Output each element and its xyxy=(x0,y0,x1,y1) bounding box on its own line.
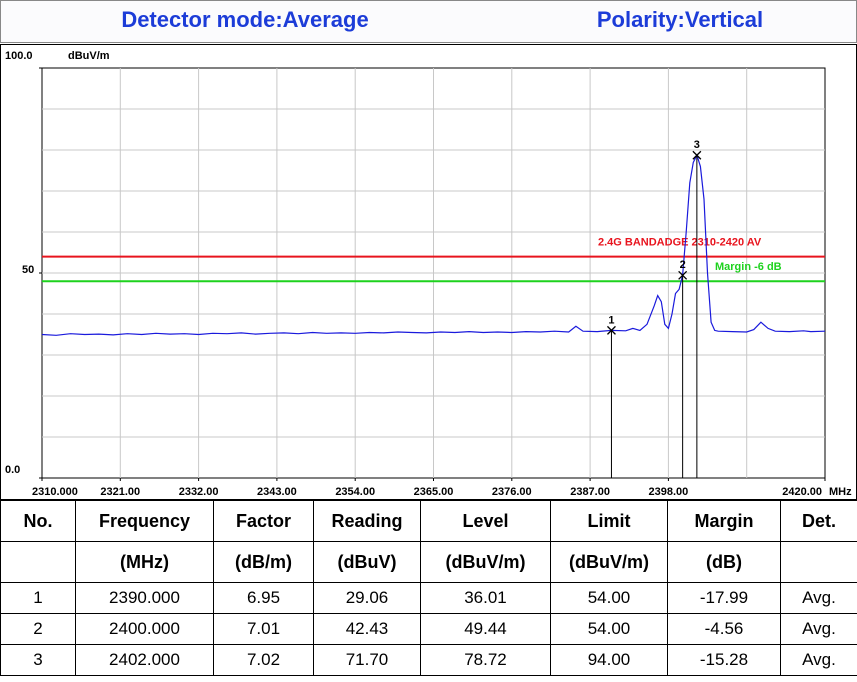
y-axis-label: dBuV/m xyxy=(68,50,110,62)
x-tick-label: 2398.00 xyxy=(649,486,689,498)
table-cell: 78.72 xyxy=(420,644,551,676)
marker-label: 1 xyxy=(608,314,614,326)
x-tick-label: 2376.00 xyxy=(492,486,532,498)
table-cell: Avg. xyxy=(780,582,857,614)
table-cell: Frequency xyxy=(75,500,214,542)
limit-label: 2.4G BANDADGE 2310-2420 AV xyxy=(598,237,762,249)
table-cell: 94.00 xyxy=(550,644,668,676)
marker-cross xyxy=(692,150,702,160)
table-cell: Margin xyxy=(667,500,781,542)
table-cell: (dBuV/m) xyxy=(420,541,551,583)
table-cell: 6.95 xyxy=(213,582,314,614)
y-tick-label: 50 xyxy=(22,264,34,276)
trace xyxy=(41,153,826,336)
table-cell: 7.02 xyxy=(213,644,314,676)
table-cell: 2390.000 xyxy=(75,582,214,614)
table-cell: (dBuV) xyxy=(313,541,421,583)
table-cell: -4.56 xyxy=(667,613,781,645)
table-cell: 54.00 xyxy=(550,613,668,645)
table-row: (MHz) (dB/m) (dBuV) (dBuV/m) (dBuV/m) (dB) xyxy=(0,541,857,583)
table-cell: -17.99 xyxy=(667,582,781,614)
table-cell: No. xyxy=(0,500,76,542)
table-row: 3 2402.000 7.02 71.70 78.72 94.00 -15.28 Avg. xyxy=(0,644,857,676)
table-cell: Limit xyxy=(550,500,668,542)
table-cell: 49.44 xyxy=(420,613,551,645)
chart: Detector mode:Average Polarity:Vertical … xyxy=(0,0,857,500)
table-cell: 2 xyxy=(0,613,76,645)
x-tick-label: 2310.000 xyxy=(32,486,78,498)
table-cell: 36.01 xyxy=(420,582,551,614)
table-cell: (dBuV/m) xyxy=(550,541,668,583)
table-cell xyxy=(0,541,76,583)
y-tick-label: 0.0 xyxy=(5,464,20,476)
table-cell: 29.06 xyxy=(313,582,421,614)
table-cell: 7.01 xyxy=(213,613,314,645)
x-tick-label: 2321.00 xyxy=(100,486,140,498)
table-cell: Reading xyxy=(313,500,421,542)
x-tick-label: 2332.00 xyxy=(179,486,219,498)
table-row: 1 2390.000 6.95 29.06 36.01 54.00 -17.99 Avg. xyxy=(0,582,857,614)
polarity: Polarity:Vertical xyxy=(597,7,763,32)
limit-label: Margin -6 dB xyxy=(715,261,782,273)
table-cell: (MHz) xyxy=(75,541,214,583)
x-tick-label: 2354.00 xyxy=(335,486,375,498)
x-tick-label: 2420.00 xyxy=(782,486,822,498)
detector-mode: Detector mode:Average xyxy=(121,7,368,32)
table-cell: Factor xyxy=(213,500,314,542)
table-row: No. Frequency Factor Reading Level Limit Margi… xyxy=(0,500,857,542)
marker-label: 2 xyxy=(680,259,686,271)
x-tick-label: 2365.00 xyxy=(414,486,454,498)
table-cell: Avg. xyxy=(780,644,857,676)
header-band xyxy=(0,0,857,43)
x-tick-label: 2343.00 xyxy=(257,486,297,498)
table-cell: Det. xyxy=(780,500,857,542)
marker-cross xyxy=(678,270,688,280)
x-tick-label: 2387.00 xyxy=(570,486,610,498)
results-table: No. Frequency Factor Reading Level Limit Margi… xyxy=(0,500,857,676)
table-cell: (dB) xyxy=(667,541,781,583)
marker-label: 3 xyxy=(694,139,700,151)
table-cell: Level xyxy=(420,500,551,542)
table-cell: 3 xyxy=(0,644,76,676)
y-tick-label: 100.0 xyxy=(5,50,33,62)
table-cell: 54.00 xyxy=(550,582,668,614)
table-cell: 71.70 xyxy=(313,644,421,676)
table-cell: 2400.000 xyxy=(75,613,214,645)
table-cell: 2402.000 xyxy=(75,644,214,676)
table-cell xyxy=(780,541,857,583)
table-cell: -15.28 xyxy=(667,644,781,676)
table-cell: 42.43 xyxy=(313,613,421,645)
table-row: 2 2400.000 7.01 42.43 49.44 54.00 -4.56 Avg. xyxy=(0,613,857,645)
table-cell: (dB/m) xyxy=(213,541,314,583)
table-cell: Avg. xyxy=(780,613,857,645)
table-cell: 1 xyxy=(0,582,76,614)
marker-cross xyxy=(606,325,616,335)
x-axis-label: MHz xyxy=(829,486,852,498)
